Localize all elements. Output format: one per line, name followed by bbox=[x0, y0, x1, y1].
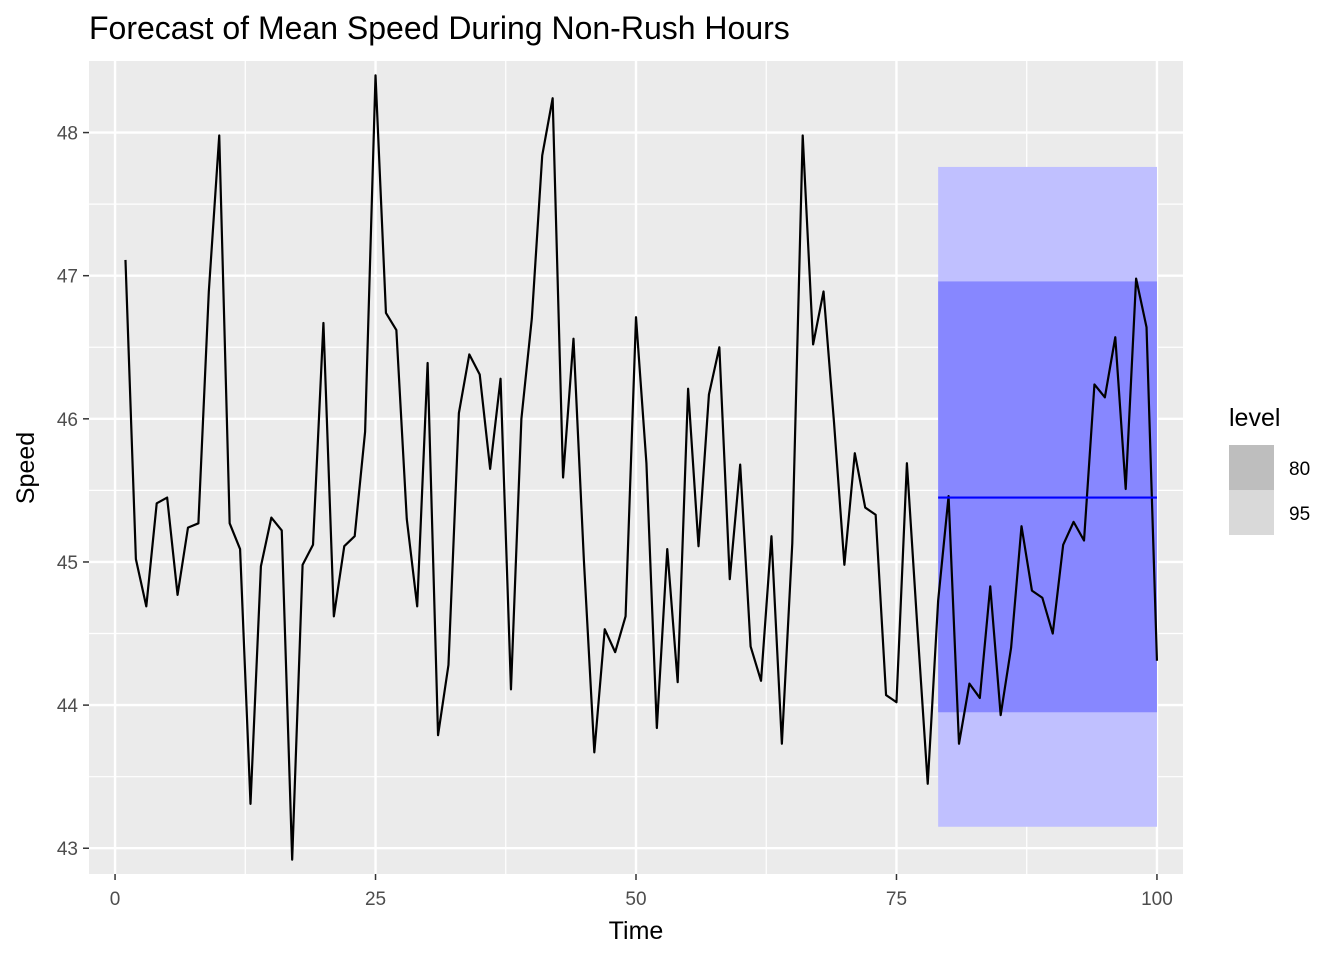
chart-title: Forecast of Mean Speed During Non-Rush H… bbox=[89, 10, 790, 46]
y-tick-label: 47 bbox=[57, 267, 78, 288]
x-tick-label: 0 bbox=[110, 889, 121, 910]
legend-key-80 bbox=[1229, 445, 1274, 490]
y-tick-label: 48 bbox=[57, 124, 78, 145]
y-tick-label: 46 bbox=[57, 410, 78, 431]
y-axis-title: Speed bbox=[12, 432, 40, 504]
y-tick-label: 45 bbox=[57, 553, 78, 574]
legend-title: level bbox=[1229, 404, 1280, 432]
legend-label-80: 80 bbox=[1289, 459, 1310, 480]
x-tick-label: 50 bbox=[625, 889, 646, 910]
x-axis-title: Time bbox=[609, 917, 664, 945]
legend: level 80 95 bbox=[1229, 404, 1310, 535]
legend-label-95: 95 bbox=[1289, 504, 1310, 525]
observed-line bbox=[124, 74, 1159, 861]
y-tick-label: 43 bbox=[57, 839, 78, 860]
x-tick-label: 100 bbox=[1141, 889, 1173, 910]
series-lines bbox=[124, 74, 1159, 861]
x-axis: 0 25 50 75 100 bbox=[110, 874, 1173, 910]
legend-key-95 bbox=[1229, 490, 1274, 535]
x-tick-label: 25 bbox=[365, 889, 386, 910]
y-axis: 43 44 45 46 47 48 bbox=[57, 124, 89, 860]
y-tick-label: 44 bbox=[57, 696, 79, 717]
x-tick-label: 75 bbox=[886, 889, 907, 910]
